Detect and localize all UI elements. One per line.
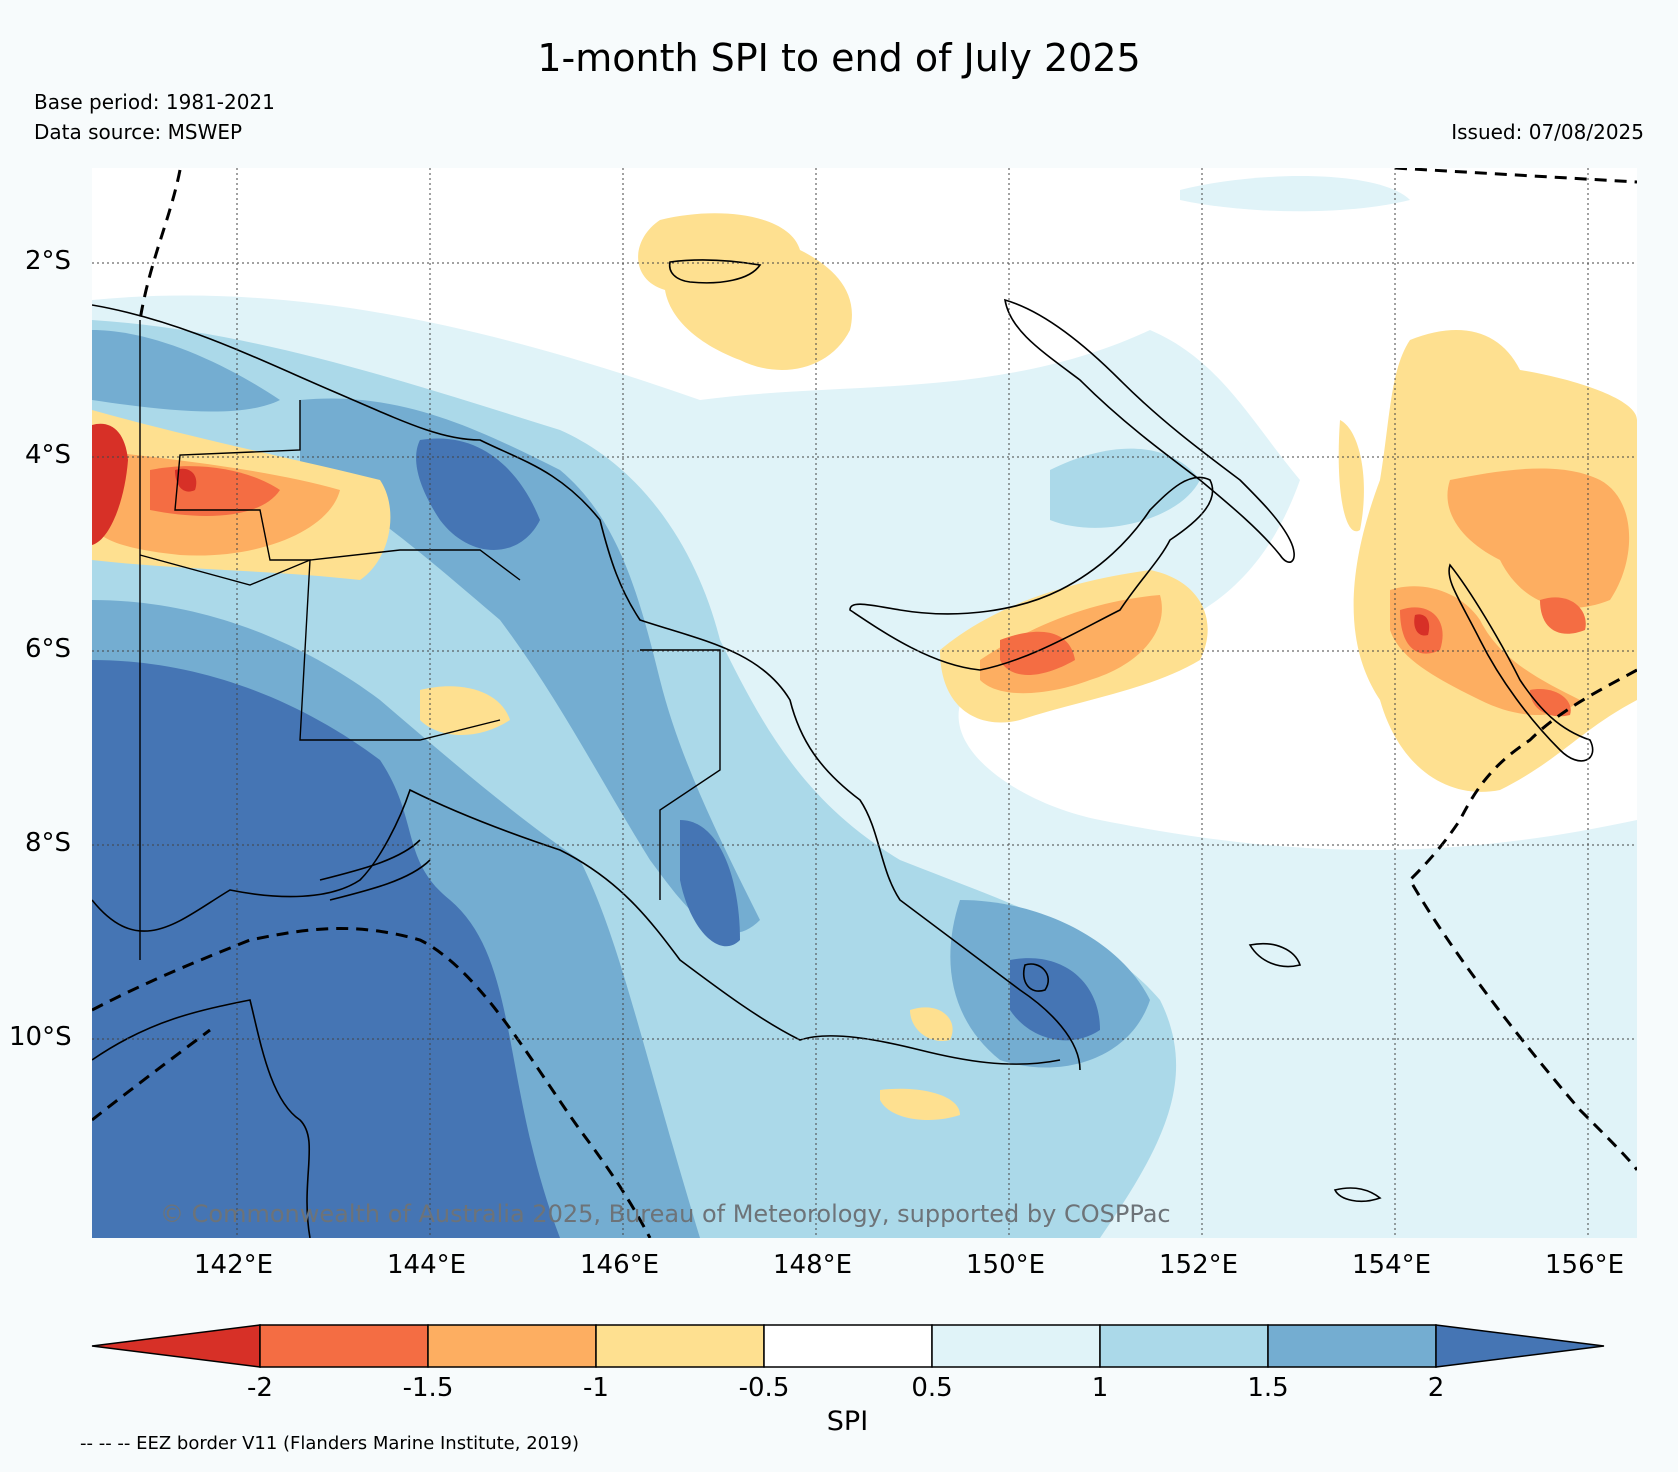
data-source: Data source: MSWEP: [34, 120, 243, 144]
coastline: [92, 259, 1594, 1238]
colorbar: [91, 1324, 1605, 1368]
eez-note: -- -- -- EEZ border V11 (Flanders Marine…: [80, 1433, 580, 1454]
colorbar-label: -0.5: [738, 1373, 790, 1403]
lat-tick-label: 2°S: [25, 246, 72, 276]
gridlines: [92, 168, 1637, 1238]
colorbar-label: -2: [247, 1373, 273, 1403]
copyright-watermark: © Commonwealth of Australia 2025, Bureau…: [160, 1200, 1171, 1228]
colorbar-bin: [763, 1324, 933, 1368]
lon-tick-label: 142°E: [194, 1250, 274, 1280]
lon-tick-label: 150°E: [966, 1250, 1046, 1280]
eez-borders: [92, 168, 1637, 1238]
colorbar-bin: [259, 1324, 429, 1368]
colorbar-bin: [595, 1324, 765, 1368]
colorbar-label: 2: [1427, 1373, 1445, 1403]
issued-date: Issued: 07/08/2025: [1451, 120, 1644, 144]
colorbar-bin: [1099, 1324, 1269, 1368]
lat-tick-label: 10°S: [9, 1022, 72, 1052]
colorbar-label: -1.5: [402, 1373, 454, 1403]
lon-tick-label: 152°E: [1159, 1250, 1239, 1280]
lon-tick-label: 144°E: [387, 1250, 467, 1280]
colorbar-label: 1: [1091, 1373, 1109, 1403]
lon-tick-label: 146°E: [580, 1250, 660, 1280]
borders: [139, 320, 721, 960]
lat-tick-label: 6°S: [25, 634, 72, 664]
base-period: Base period: 1981-2021: [34, 90, 275, 114]
colorbar-bin: [931, 1324, 1101, 1368]
lat-tick-label: 4°S: [25, 440, 72, 470]
colorbar-label: 0.5: [911, 1373, 953, 1403]
map-title: 1-month SPI to end of July 2025: [537, 36, 1141, 80]
colorbar-label: 1.5: [1247, 1373, 1289, 1403]
lat-tick-label: 8°S: [25, 828, 72, 858]
lon-tick-label: 156°E: [1545, 1250, 1625, 1280]
colorbar-extend-high: [1435, 1324, 1605, 1368]
spi-field: [92, 168, 1637, 1238]
lon-tick-label: 148°E: [773, 1250, 853, 1280]
colorbar-label: -1: [583, 1373, 609, 1403]
lon-tick-label: 154°E: [1352, 1250, 1432, 1280]
colorbar-extend-low: [91, 1324, 261, 1368]
colorbar-bin: [1267, 1324, 1437, 1368]
colorbar-bin: [427, 1324, 597, 1368]
colorbar-title: SPI: [826, 1406, 869, 1437]
